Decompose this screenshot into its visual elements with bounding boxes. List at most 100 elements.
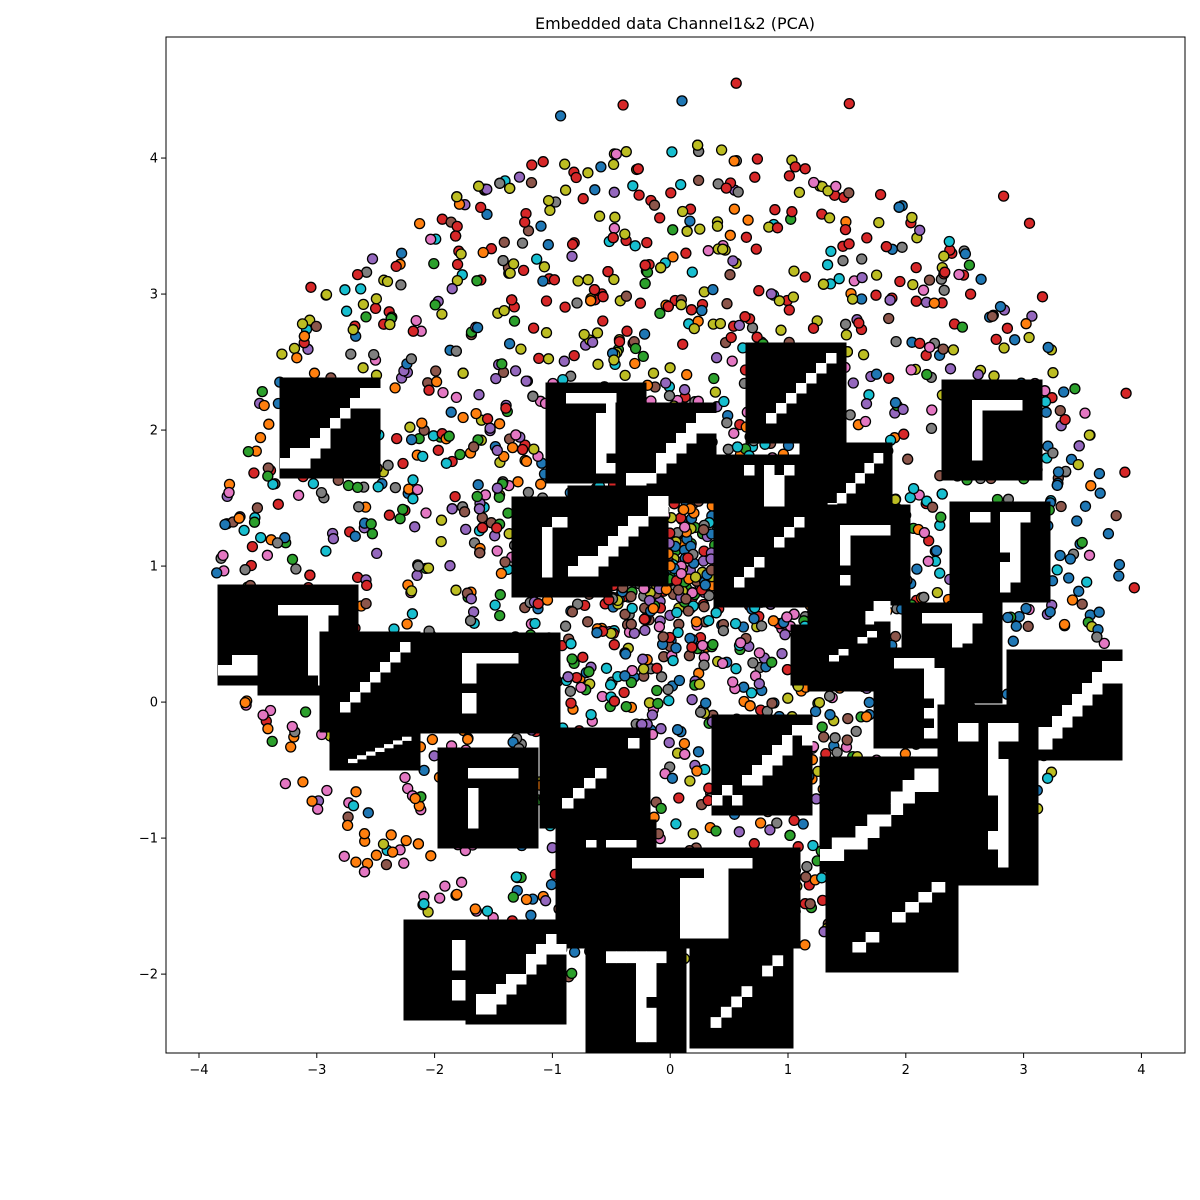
scatter-point — [238, 524, 250, 537]
thumbnail-pixel — [924, 688, 935, 699]
scatter-point — [288, 342, 301, 355]
scatter-point — [740, 231, 753, 243]
thumbnail-pixel — [628, 738, 640, 749]
scatter-point — [667, 251, 679, 263]
scatter-point — [619, 648, 632, 660]
scatter-point — [842, 712, 854, 725]
scatter-point — [943, 235, 955, 248]
scatter-point — [504, 182, 516, 194]
scatter-point — [432, 444, 444, 456]
scatter-point — [384, 318, 396, 331]
thumbnail-pixel — [1042, 738, 1053, 750]
scatter-point — [750, 243, 762, 255]
scatter-point — [637, 653, 649, 665]
scatter-point — [591, 627, 603, 639]
scatter-point — [531, 253, 543, 265]
thumbnail-pixel — [452, 980, 469, 991]
thumbnail-pixel — [310, 438, 321, 449]
scatter-point — [566, 653, 578, 665]
scatter-point — [926, 501, 939, 513]
scatter-point — [499, 556, 511, 568]
scatter-point — [747, 657, 759, 669]
digit-thumbnail — [465, 923, 567, 1025]
scatter-point — [559, 620, 572, 632]
scatter-point — [717, 243, 729, 255]
scatter-point — [436, 308, 448, 320]
scatter-point — [1063, 572, 1075, 584]
thumbnail-pixel — [1008, 723, 1019, 742]
thumbnail-pixel — [357, 755, 367, 760]
thumbnail-pixel — [536, 944, 547, 955]
scatter-point — [860, 398, 873, 410]
thumbnail-pixel — [588, 566, 599, 577]
scatter-point — [651, 662, 663, 674]
thumbnail-pixel — [840, 575, 851, 586]
scatter-point — [676, 95, 688, 107]
thumbnail-pixel — [1012, 400, 1023, 411]
scatter-point — [484, 422, 496, 434]
thumbnail-pixel — [972, 450, 983, 461]
thumbnail-pixel — [318, 605, 329, 616]
scatter-point — [350, 856, 362, 868]
scatter-point — [769, 204, 781, 216]
thumbnail-pixel — [820, 849, 833, 861]
scatter-point — [366, 528, 379, 540]
scatter-point — [242, 445, 255, 458]
thumbnail-pixel — [924, 678, 935, 689]
scatter-point — [371, 547, 383, 560]
scatter-point — [520, 893, 533, 906]
digit-thumbnail — [790, 624, 887, 686]
scatter-point — [1047, 447, 1059, 459]
scatter-point — [629, 357, 641, 370]
scatter-point — [710, 352, 723, 364]
thumbnail-pixel — [588, 556, 599, 567]
scatter-point — [724, 229, 736, 241]
scatter-point — [468, 441, 480, 453]
scatter-point — [577, 193, 589, 205]
scatter-point — [726, 355, 738, 367]
scatter-point — [517, 264, 530, 277]
digit-thumbnail — [819, 756, 939, 873]
scatter-point — [626, 602, 638, 614]
scatter-point — [847, 377, 859, 389]
thumbnail-pixel — [656, 951, 667, 964]
scatter-point — [595, 161, 607, 173]
scatter-point — [417, 450, 429, 463]
scatter-point — [1026, 310, 1038, 322]
thumbnail-pixel — [1062, 705, 1073, 717]
thumbnail-pixel — [1062, 716, 1073, 728]
thumbnail-pixel — [922, 613, 933, 624]
scatter-point — [684, 215, 696, 227]
thumbnail-background — [809, 504, 911, 606]
thumbnail-pixel — [636, 951, 647, 964]
scatter-point — [744, 700, 756, 712]
scatter-point — [435, 514, 448, 526]
scatter-point — [425, 233, 437, 245]
scatter-point — [629, 240, 641, 252]
scatter-point — [420, 507, 432, 519]
scatter-point — [918, 591, 930, 603]
scatter-point — [1040, 406, 1052, 418]
digit-thumbnail — [941, 379, 1043, 481]
scatter-point — [938, 284, 950, 296]
thumbnail-pixel — [340, 702, 351, 713]
thumbnail-pixel — [988, 831, 999, 850]
scatter-point — [627, 180, 639, 192]
scatter-point — [412, 838, 425, 850]
scatter-point — [799, 271, 811, 283]
thumbnail-pixel — [390, 652, 401, 663]
thumbnail-pixel — [1010, 562, 1021, 573]
thumbnail-pixel — [375, 747, 385, 752]
scatter-point — [963, 259, 976, 271]
thumbnail-pixel — [616, 840, 627, 851]
thumbnail-pixel — [931, 882, 946, 893]
thumbnail-pixel — [476, 994, 487, 1005]
scatter-point — [889, 397, 902, 409]
scatter-point — [1071, 515, 1083, 527]
scatter-point — [817, 278, 830, 290]
scatter-point — [571, 297, 583, 309]
thumbnail-pixel — [636, 1030, 647, 1043]
y-tick-label: 1 — [150, 560, 158, 575]
thumbnail-pixel — [328, 605, 339, 616]
thumbnail-pixel — [462, 673, 477, 684]
